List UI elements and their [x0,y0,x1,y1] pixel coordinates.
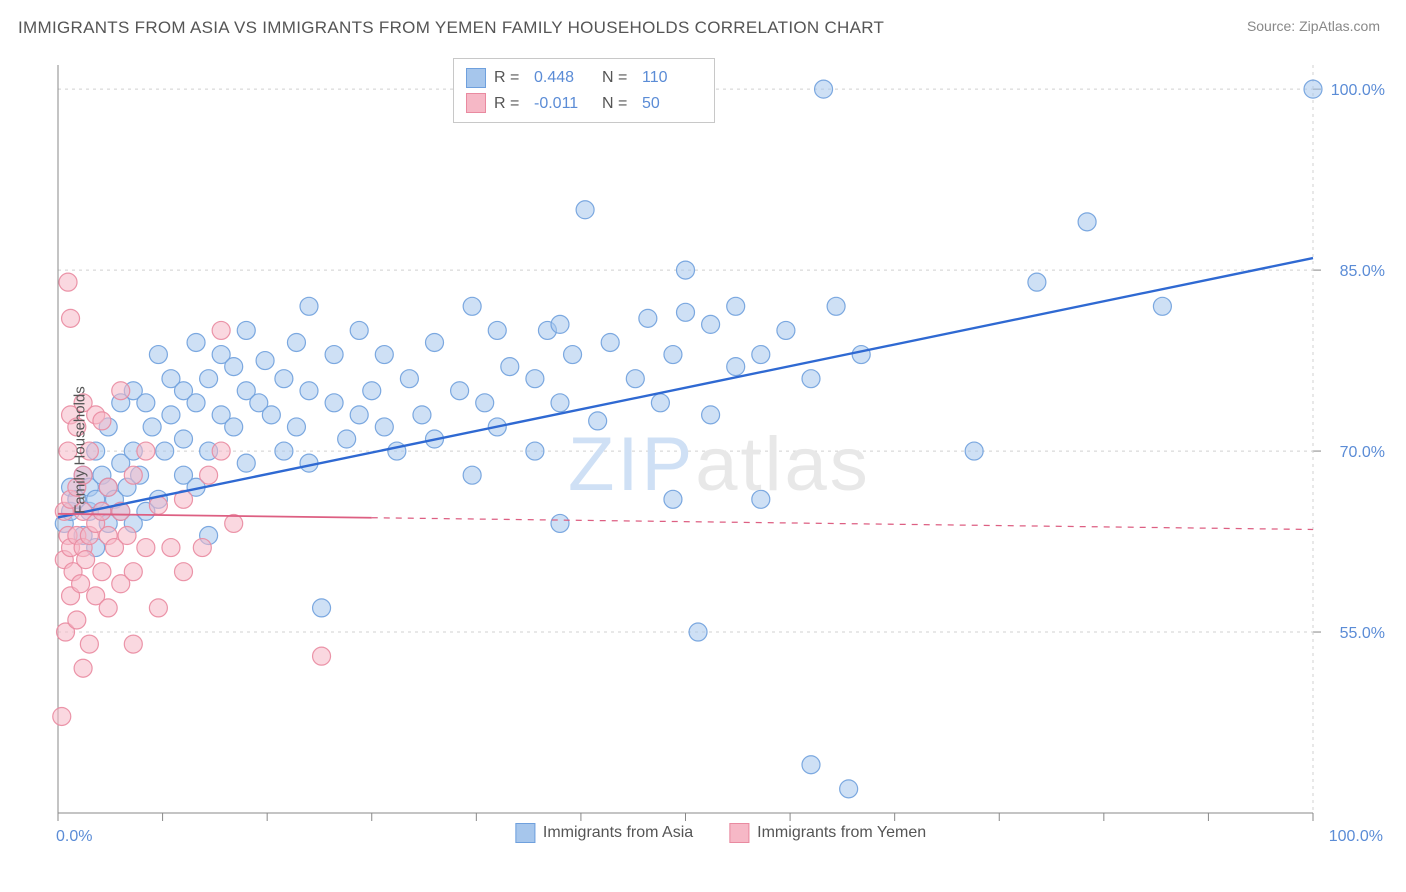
swatch-asia [466,68,486,88]
swatch-yemen [466,93,486,113]
swatch-yemen-icon [729,823,749,843]
n-value-asia: 110 [642,65,702,91]
svg-text:100.0%: 100.0% [1329,828,1383,845]
header: IMMIGRANTS FROM ASIA VS IMMIGRANTS FROM … [0,0,1406,46]
r-value-yemen: -0.011 [534,91,594,117]
legend-item-asia: Immigrants from Asia [515,823,693,843]
y-axis-label: Family Households [71,386,88,514]
svg-text:55.0%: 55.0% [1340,625,1385,642]
legend-item-yemen: Immigrants from Yemen [729,823,926,843]
source-label: Source: ZipAtlas.com [1247,18,1380,34]
chart-title: IMMIGRANTS FROM ASIA VS IMMIGRANTS FROM … [18,18,884,38]
stats-row-asia: R = 0.448 N = 110 [466,65,702,91]
svg-text:70.0%: 70.0% [1340,444,1385,461]
svg-text:0.0%: 0.0% [56,828,92,845]
bottom-legend: Immigrants from Asia Immigrants from Yem… [515,823,926,843]
chart-area: Family Households 55.0% 70.0% 85.0% 100.0% 0… [48,55,1393,845]
scatter-plot: 55.0% 70.0% 85.0% 100.0% 0.0% 100.0% [48,55,1393,845]
svg-text:85.0%: 85.0% [1340,263,1385,280]
stats-legend: R = 0.448 N = 110 R = -0.011 N = 50 [453,58,715,123]
swatch-asia-icon [515,823,535,843]
stats-row-yemen: R = -0.011 N = 50 [466,91,702,117]
r-value-asia: 0.448 [534,65,594,91]
svg-text:100.0%: 100.0% [1331,82,1385,99]
n-value-yemen: 50 [642,91,702,117]
